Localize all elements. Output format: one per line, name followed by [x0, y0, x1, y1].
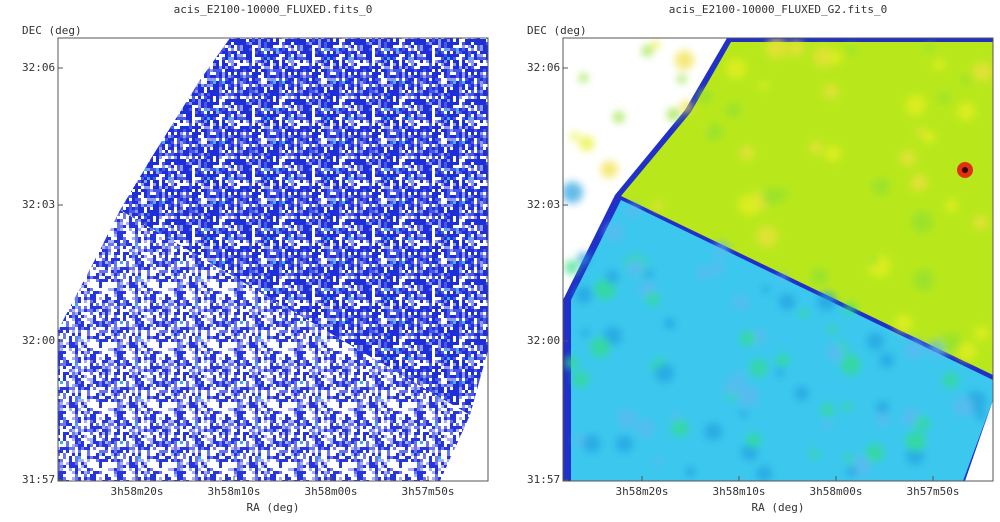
x-axis-label: RA (deg) [752, 501, 805, 514]
source-core [962, 167, 968, 173]
image-panel: acis_E2100-10000_FLUXED_G2.fits_0 DEC (de… [527, 3, 994, 514]
image [563, 38, 993, 481]
image-panel: acis_E2100-10000_FLUXED.fits_0 DEC (deg) R… [22, 3, 489, 514]
y-tick-label: 32:00 [22, 334, 55, 347]
x-tick-label: 3h57m50s [402, 485, 455, 498]
y-tick-label: 32:06 [527, 61, 560, 74]
x-tick-label: 3h58m20s [111, 485, 164, 498]
x-axis-label: RA (deg) [247, 501, 300, 514]
x-tick-label: 3h58m10s [713, 485, 766, 498]
panel-title: acis_E2100-10000_FLUXED.fits_0 [174, 3, 373, 16]
dense-region [120, 38, 488, 415]
y-tick-label: 31:57 [22, 473, 55, 486]
y-axis-label: DEC (deg) [527, 24, 587, 37]
x-tick-label: 3h58m00s [305, 485, 358, 498]
x-tick-label: 3h57m50s [907, 485, 960, 498]
x-tick-label: 3h58m10s [208, 485, 261, 498]
y-tick-label: 32:03 [527, 198, 560, 211]
image [58, 38, 488, 481]
y-axis-label: DEC (deg) [22, 24, 82, 37]
y-tick-label: 32:03 [22, 198, 55, 211]
panel-title: acis_E2100-10000_FLUXED_G2.fits_0 [669, 3, 888, 16]
x-tick-label: 3h58m20s [616, 485, 669, 498]
y-tick-label: 31:57 [527, 473, 560, 486]
y-tick-label: 32:06 [22, 61, 55, 74]
y-tick-label: 32:00 [527, 334, 560, 347]
sparse-region [58, 210, 470, 481]
frame [57, 37, 489, 482]
x-tick-label: 3h58m00s [810, 485, 863, 498]
frame [562, 37, 994, 482]
texture [563, 38, 993, 481]
